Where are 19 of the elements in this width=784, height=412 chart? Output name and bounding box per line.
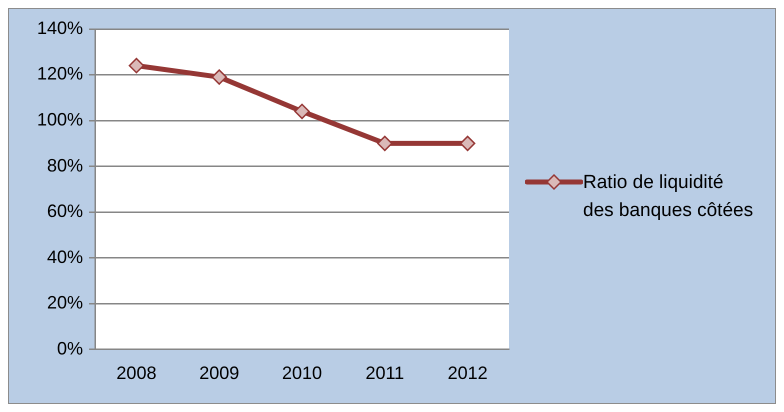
- x-tick-label: 2009: [199, 363, 240, 384]
- y-tick-label: 80%: [47, 155, 84, 176]
- point: [294, 104, 310, 120]
- y-tick-label: 100%: [36, 110, 84, 130]
- point: [211, 69, 227, 85]
- y-tick-label: 60%: [47, 201, 84, 222]
- y-tick-label: 120%: [36, 64, 84, 84]
- x-tick-label: 2010: [282, 363, 322, 384]
- y-tick-label: 20%: [47, 292, 84, 313]
- x-tick-label: 2011: [365, 363, 404, 384]
- point: [377, 136, 393, 152]
- x-tick-label: 2008: [116, 363, 156, 384]
- y-tick-label: 0%: [57, 338, 84, 358]
- y-tick-label: 140%: [36, 18, 84, 38]
- point: [460, 136, 476, 152]
- legend-label: Ratio de liquidité des banques côtées: [583, 171, 754, 223]
- x-tick-label: 2012: [448, 363, 488, 384]
- point: [128, 58, 144, 74]
- y-tick-label: 40%: [47, 246, 84, 267]
